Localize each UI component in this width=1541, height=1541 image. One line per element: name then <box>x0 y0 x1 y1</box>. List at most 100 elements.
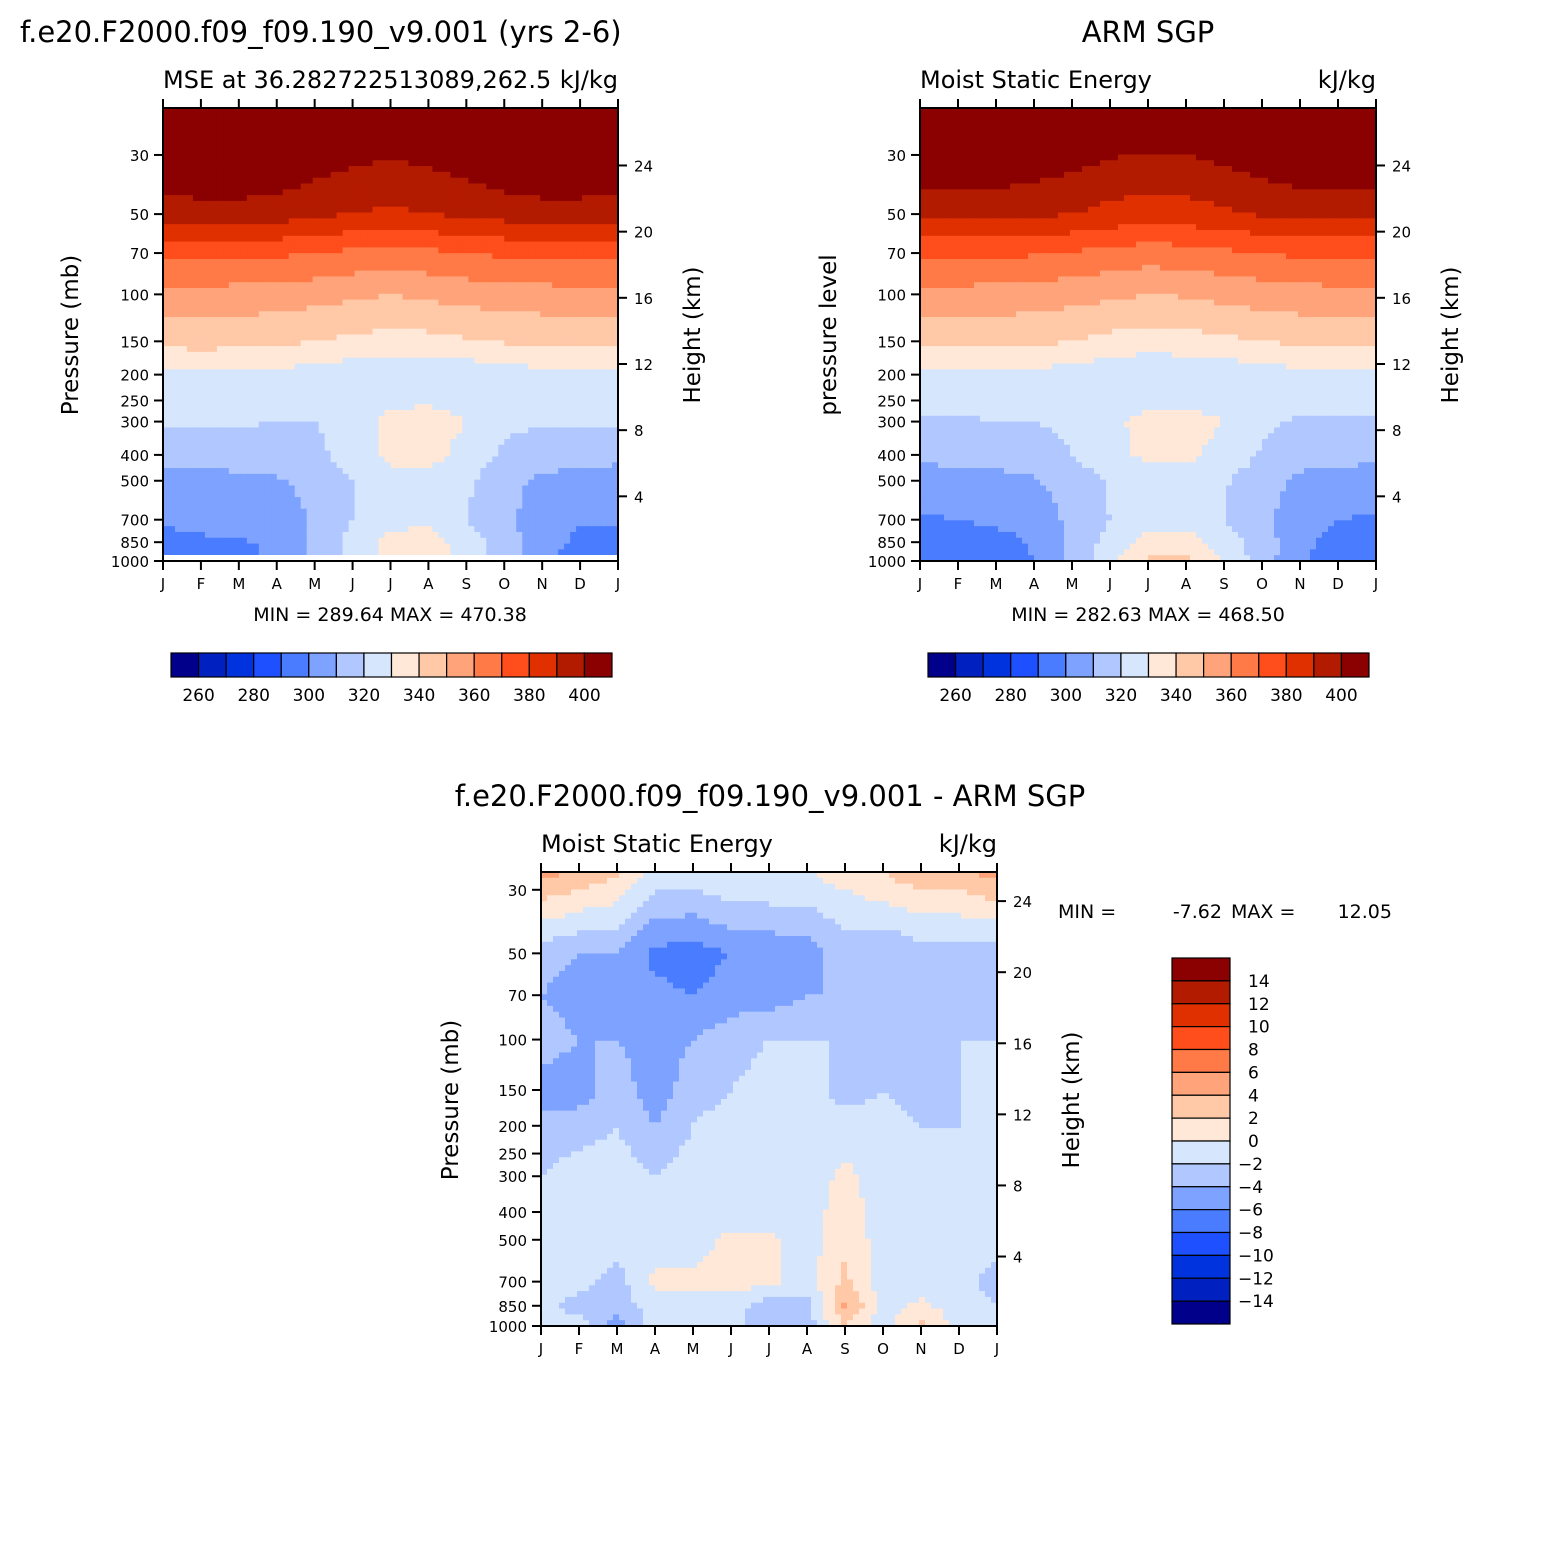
field-cell <box>318 479 326 487</box>
field-cell <box>228 380 236 388</box>
field-cell <box>306 288 314 295</box>
field-cell <box>240 148 248 156</box>
field-cell <box>372 468 380 475</box>
field-cell <box>546 137 553 144</box>
field-cell <box>186 119 194 127</box>
field-cell <box>522 369 529 376</box>
field-cell <box>504 113 511 121</box>
field-cell <box>420 317 428 324</box>
field-cell <box>360 357 368 365</box>
field-cell <box>594 171 601 179</box>
field-cell <box>258 224 266 231</box>
field-cell <box>552 421 559 429</box>
field-cell <box>330 154 338 161</box>
field-cell <box>264 322 272 330</box>
field-cell <box>612 398 619 405</box>
field-cell <box>192 473 200 481</box>
field-cell <box>222 357 230 365</box>
field-cell <box>576 299 583 307</box>
field-cell <box>270 200 278 208</box>
field-cell <box>474 305 481 312</box>
field-cell <box>558 305 565 312</box>
field-cell <box>258 375 266 382</box>
field-cell <box>444 456 451 463</box>
field-cell <box>432 282 439 289</box>
field-cell <box>552 119 559 127</box>
field-cell <box>276 462 284 469</box>
field-cell <box>600 439 607 446</box>
field-cell <box>384 473 392 481</box>
field-cell <box>570 229 577 237</box>
field-cell <box>306 229 314 237</box>
field-cell <box>384 439 392 446</box>
field-cell <box>540 200 547 208</box>
field-cell <box>216 119 224 127</box>
field-cell <box>378 247 386 254</box>
field-cell <box>546 351 553 359</box>
field-cell <box>163 305 170 312</box>
field-cell <box>594 166 601 173</box>
field-cell <box>324 253 332 260</box>
field-cell <box>163 386 170 394</box>
field-cell <box>204 229 212 237</box>
field-cell <box>552 189 559 196</box>
field-cell <box>294 264 302 272</box>
field-cell <box>264 189 272 196</box>
field-cell <box>216 433 224 440</box>
field-cell <box>426 351 434 359</box>
field-cell <box>558 421 565 429</box>
field-cell <box>342 433 350 440</box>
field-cell <box>468 450 475 458</box>
field-cell <box>516 166 523 173</box>
field-cell <box>450 479 457 487</box>
field-cell <box>312 357 320 365</box>
field-cell <box>390 137 398 144</box>
field-cell <box>378 427 386 434</box>
field-cell <box>378 305 386 312</box>
field-cell <box>516 259 523 266</box>
field-cell <box>510 235 517 243</box>
field-cell <box>594 282 601 289</box>
field-cell <box>312 305 320 312</box>
field-cell <box>366 410 374 417</box>
field-cell <box>366 166 374 173</box>
field-cell <box>198 264 206 272</box>
field-cell <box>276 404 284 411</box>
field-cell <box>360 218 368 225</box>
field-cell <box>504 206 511 214</box>
field-cell <box>366 485 374 492</box>
field-cell <box>564 439 571 446</box>
field-cell <box>528 183 535 190</box>
field-cell <box>528 427 535 434</box>
field-cell <box>516 137 523 144</box>
field-cell <box>318 235 326 243</box>
field-cell <box>540 282 547 289</box>
field-cell <box>168 357 176 365</box>
field-cell <box>288 166 296 173</box>
field-cell <box>240 166 248 173</box>
field-cell <box>336 224 344 231</box>
field-cell <box>336 171 344 179</box>
field-cell <box>582 473 589 481</box>
field-cell <box>564 468 571 475</box>
field-cell <box>534 317 541 324</box>
field-cell <box>318 346 326 353</box>
field-cell <box>354 200 362 208</box>
field-cell <box>324 450 332 458</box>
field-cell <box>600 433 607 440</box>
field-cell <box>348 166 356 173</box>
field-cell <box>198 160 206 167</box>
field-cell <box>324 171 332 179</box>
field-cell <box>390 363 398 370</box>
field-cell <box>504 148 511 156</box>
field-cell <box>606 183 613 190</box>
field-cell <box>246 317 254 324</box>
field-cell <box>546 189 553 196</box>
field-cell <box>552 148 559 156</box>
field-cell <box>450 439 457 446</box>
field-cell <box>186 212 194 219</box>
field-cell <box>306 363 314 370</box>
field-cell <box>234 439 242 446</box>
field-cell <box>564 253 571 260</box>
field-cell <box>210 299 218 307</box>
